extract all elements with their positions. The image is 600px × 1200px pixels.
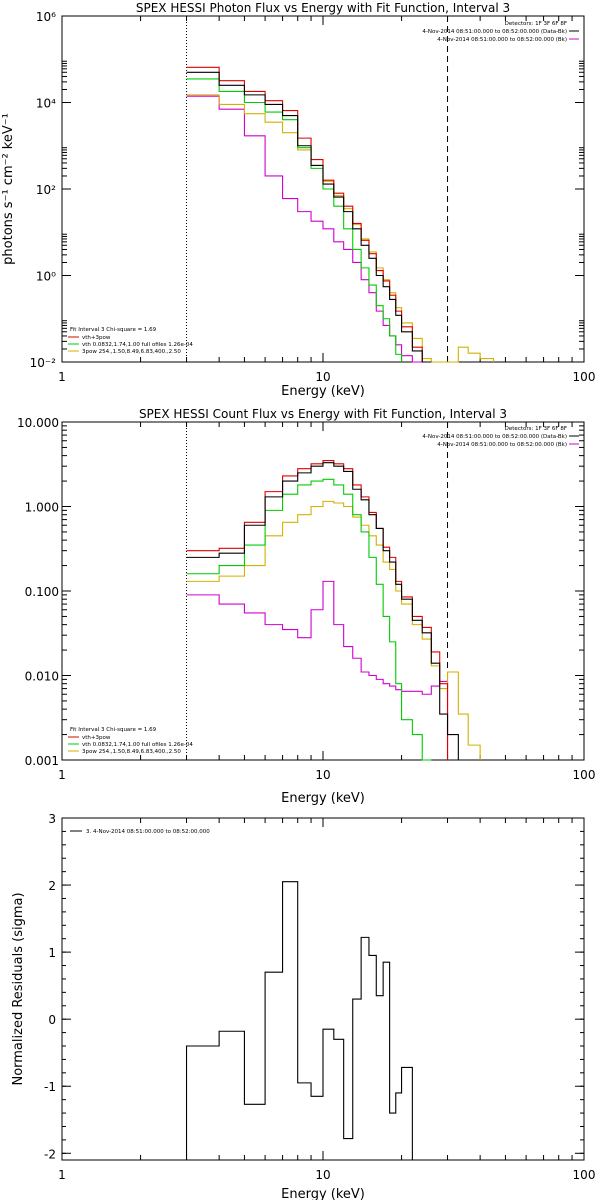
x-tick-label: 100	[573, 768, 596, 782]
legend-vth: vth 0.0832,1.74,1.00 full ofiles 1.26e-0…	[82, 342, 193, 348]
y-axis-label: Normalized Residuals (sigma)	[11, 892, 26, 1085]
x-tick-label: 1	[58, 370, 66, 384]
count-flux-panel: SPEX HESSI Count Flux vs Energy with Fit…	[17, 407, 595, 806]
series-bk-line	[186, 95, 448, 363]
legend-vth: vth 0.0832,1.74,1.00 full ofiles 1.26e-0…	[82, 742, 193, 748]
header-line-detectors: Detectors: 1F 3F 6F 8F	[505, 21, 567, 27]
x-tick-label: 100	[573, 1168, 596, 1182]
series-bk-line	[186, 580, 449, 760]
y-tick-label: 10.000	[17, 416, 59, 430]
series-data-bk-line	[186, 71, 432, 363]
y-tick-label: 1.000	[25, 501, 59, 515]
header-line-detectors: Detectors: 1F 3F 6F 8F	[505, 426, 567, 432]
series-vth-3pow-line	[186, 66, 432, 363]
series-group	[186, 66, 495, 363]
header-line-bk: 4-Nov-2014 08:51:00.000 to 08:52:00.000 …	[437, 37, 567, 43]
series-residuals-line	[185, 881, 413, 1160]
reference-lines	[186, 422, 449, 760]
y-tick-label: 3	[48, 812, 56, 826]
x-tick-label: 1	[58, 768, 66, 782]
x-tick-label: 10	[315, 370, 330, 384]
fit-legend: Fit Interval 3 Chi-square = 1.69 vth+3po…	[68, 727, 193, 755]
x-axis-label: Energy (keV)	[281, 384, 365, 399]
reference-lines	[186, 16, 449, 362]
y-tick-label: 10⁰	[36, 270, 56, 284]
legend-3pow: 3pow 254.,1.50,8.49,6.83,400.,2.50	[82, 749, 181, 755]
series-3pow-line	[186, 94, 495, 363]
series-group	[186, 459, 481, 761]
legend-vth3pow: vth+3pow	[82, 335, 111, 341]
detector-header: Detectors: 1F 3F 6F 8F 4-Nov-2014 08:51:…	[422, 426, 579, 448]
x-tick-label: 1	[58, 1168, 66, 1182]
series-data-bk-line	[186, 462, 459, 760]
y-tick-label: 0.100	[25, 585, 59, 599]
tick-marks: 1 10 100 0.001 0.010 0.100 1.000 10.000	[17, 416, 595, 782]
series-vth-line	[186, 478, 432, 761]
tick-marks: 1 10 100 10⁻² 10⁰ 10² 10⁴ 10⁶	[30, 10, 596, 384]
plot-frame	[61, 817, 585, 1161]
y-tick-label: -2	[44, 1147, 56, 1161]
y-tick-label: 1	[48, 946, 56, 960]
y-axis-label: photons s⁻¹ cm⁻² keV⁻¹	[1, 113, 16, 265]
chart-title: SPEX HESSI Count Flux vs Energy with Fit…	[139, 407, 507, 421]
photon-flux-panel: SPEX HESSI Photon Flux vs Energy with Fi…	[1, 1, 595, 399]
residual-legend: 3. 4-Nov-2014 08:51:00.000 to 08:52:00.0…	[70, 829, 210, 835]
y-tick-label: 10²	[36, 183, 56, 197]
series-group	[185, 881, 413, 1160]
x-tick-label: 100	[573, 370, 596, 384]
chart-title: SPEX HESSI Photon Flux vs Energy with Fi…	[136, 1, 510, 15]
fit-legend: Fit Interval 3 Chi-square = 1.69 vth+3po…	[68, 327, 193, 355]
residuals-panel: Energy (keV) Normalized Residuals (sigma…	[11, 812, 595, 1200]
y-tick-label: -1	[44, 1080, 56, 1094]
y-tick-label: 0.010	[25, 670, 59, 684]
x-axis-label: Energy (keV)	[281, 791, 365, 806]
y-tick-label: 0	[48, 1013, 56, 1027]
legend-residuals: 3. 4-Nov-2014 08:51:00.000 to 08:52:00.0…	[86, 829, 210, 835]
y-tick-label: 10⁴	[36, 97, 56, 111]
x-tick-label: 10	[315, 1168, 330, 1182]
legend-vth3pow: vth+3pow	[82, 735, 111, 741]
series-vth-line	[186, 78, 403, 362]
legend-fit-line: Fit Interval 3 Chi-square = 1.69	[70, 327, 157, 333]
y-tick-label: 10⁶	[36, 10, 56, 24]
header-line-bk: 4-Nov-2014 08:51:00.000 to 08:52:00.000 …	[437, 442, 567, 448]
header-line-data: 4-Nov-2014 08:51:00.000 to 08:52:00.000 …	[422, 29, 567, 35]
series-3pow-line	[186, 500, 481, 760]
x-axis-label: Energy (keV)	[281, 1187, 365, 1200]
detector-header: Detectors: 1F 3F 6F 8F 4-Nov-2014 08:51:…	[422, 21, 579, 43]
header-line-data: 4-Nov-2014 08:51:00.000 to 08:52:00.000 …	[422, 434, 567, 440]
legend-3pow: 3pow 254.,1.50,8.49,6.83,400.,2.50	[82, 349, 181, 355]
y-tick-label: 2	[48, 879, 56, 893]
tick-marks: 1 10 100 -2 -1 0 1 2 3	[44, 812, 595, 1182]
legend-fit-line: Fit Interval 3 Chi-square = 1.69	[70, 727, 157, 733]
x-tick-label: 10	[315, 768, 330, 782]
y-tick-label: 0.001	[25, 754, 59, 768]
y-tick-label: 10⁻²	[30, 356, 57, 370]
